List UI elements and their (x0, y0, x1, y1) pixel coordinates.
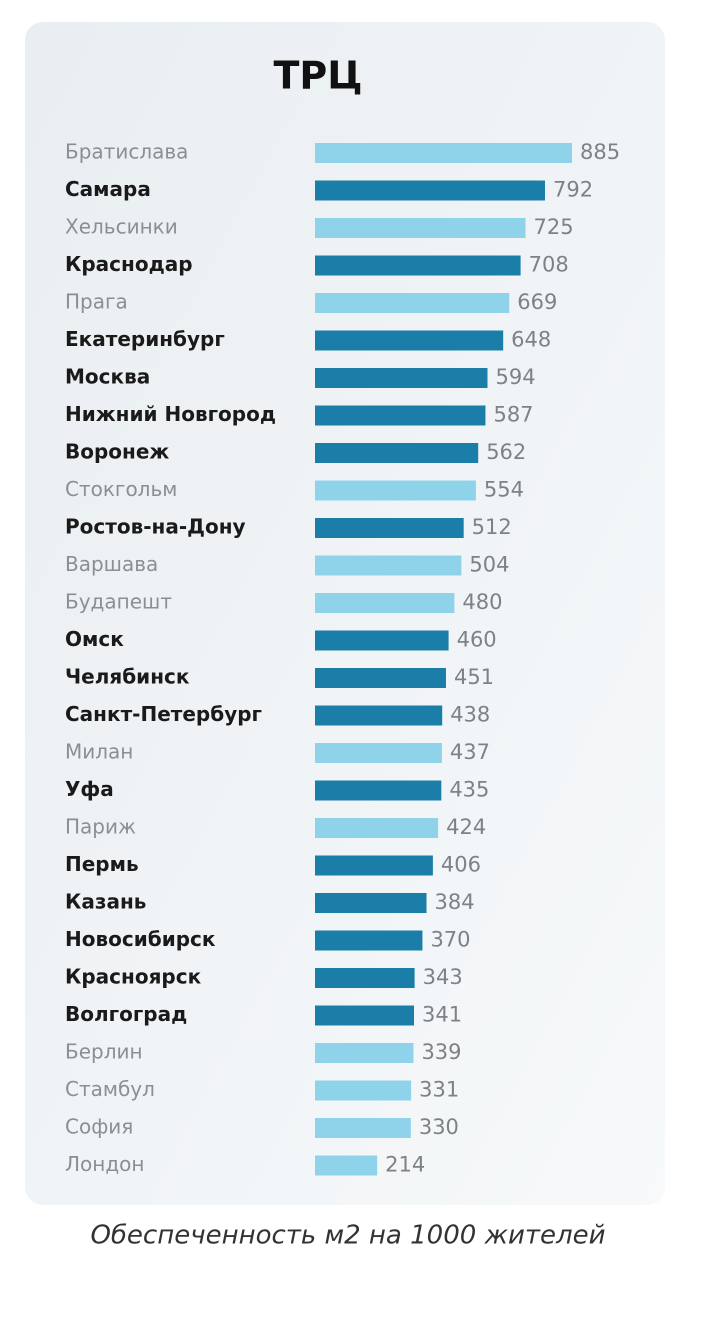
category-label: Милан (65, 740, 133, 764)
value-label: 437 (450, 740, 490, 764)
bar (315, 443, 479, 463)
category-label: Стокгольм (65, 477, 177, 501)
bar (315, 555, 462, 576)
value-label: 554 (484, 478, 524, 502)
category-label: Красноярск (65, 965, 202, 989)
value-label: 343 (423, 965, 463, 989)
category-label: Омск (65, 627, 124, 651)
value-label: 460 (457, 628, 497, 652)
bar (315, 930, 423, 951)
value-label: 512 (472, 515, 512, 539)
category-label: София (65, 1115, 133, 1139)
category-label: Лондон (65, 1152, 145, 1176)
value-label: 438 (450, 703, 490, 727)
bar (315, 668, 446, 688)
bar (315, 330, 504, 351)
category-label: Москва (65, 365, 150, 389)
bar (315, 1155, 378, 1176)
category-label: Краснодар (65, 252, 193, 276)
bar (315, 480, 476, 501)
category-label: Париж (65, 815, 136, 839)
value-label: 330 (419, 1115, 459, 1139)
category-label: Нижний Новгород (65, 402, 276, 426)
bar (315, 780, 442, 801)
category-label: Стамбул (65, 1077, 155, 1101)
value-label: 594 (495, 365, 535, 389)
bar (315, 255, 521, 276)
category-label: Пермь (65, 852, 139, 876)
category-label: Будапешт (65, 590, 172, 614)
category-label: Братислава (65, 140, 188, 164)
bar (315, 1080, 412, 1101)
value-label: 562 (486, 440, 526, 464)
note: Обеспеченность м2 на 1000 жителей (90, 1221, 605, 1251)
category-label: Волгоград (65, 1002, 187, 1026)
value-label: 406 (441, 853, 481, 877)
bar (315, 968, 415, 988)
category-label: Хельсинки (65, 215, 178, 239)
category-label: Самара (65, 177, 151, 201)
category-label: Екатеринбург (65, 327, 225, 351)
bar (315, 705, 443, 726)
category-label: Берлин (65, 1040, 143, 1064)
value-label: 214 (385, 1153, 425, 1177)
value-label: 708 (529, 253, 569, 277)
bar (315, 1005, 415, 1026)
value-label: 384 (435, 890, 475, 914)
value-label: 370 (430, 928, 470, 952)
value-label: 339 (421, 1040, 461, 1064)
value-label: 885 (580, 140, 620, 164)
bar (315, 1118, 411, 1138)
bar (315, 818, 439, 838)
bar (315, 405, 486, 426)
value-label: 424 (446, 815, 486, 839)
bar (315, 593, 455, 613)
category-label: Воронеж (65, 440, 169, 464)
value-label: 648 (511, 328, 551, 352)
category-label: Казань (65, 890, 146, 914)
bar (315, 893, 427, 913)
category-label: Прага (65, 290, 128, 314)
value-label: 587 (493, 403, 533, 427)
bar (315, 293, 510, 313)
bar (315, 630, 449, 651)
bar (315, 368, 488, 388)
category-label: Новосибирск (65, 927, 216, 951)
value-label: 669 (517, 290, 557, 314)
bar (315, 180, 545, 201)
value-label: 331 (419, 1078, 459, 1102)
bar (315, 218, 526, 238)
chart-title: ТРЦ (273, 54, 362, 98)
category-label: Санкт-Петербург (65, 702, 262, 726)
bar (315, 143, 572, 163)
value-label: 341 (422, 1003, 462, 1027)
value-label: 504 (469, 553, 509, 577)
category-label: Ростов-на-Дону (65, 515, 246, 539)
card (25, 22, 665, 1205)
category-label: Уфа (65, 777, 114, 801)
bar (315, 518, 464, 538)
bar (315, 855, 433, 876)
category-label: Челябинск (65, 665, 190, 689)
value-label: 725 (534, 215, 574, 239)
value-label: 435 (449, 778, 489, 802)
category-label: Варшава (65, 552, 158, 576)
value-label: 451 (454, 665, 494, 689)
bar (315, 743, 442, 763)
value-label: 792 (553, 178, 593, 202)
value-label: 480 (462, 590, 502, 614)
bar (315, 1043, 414, 1063)
